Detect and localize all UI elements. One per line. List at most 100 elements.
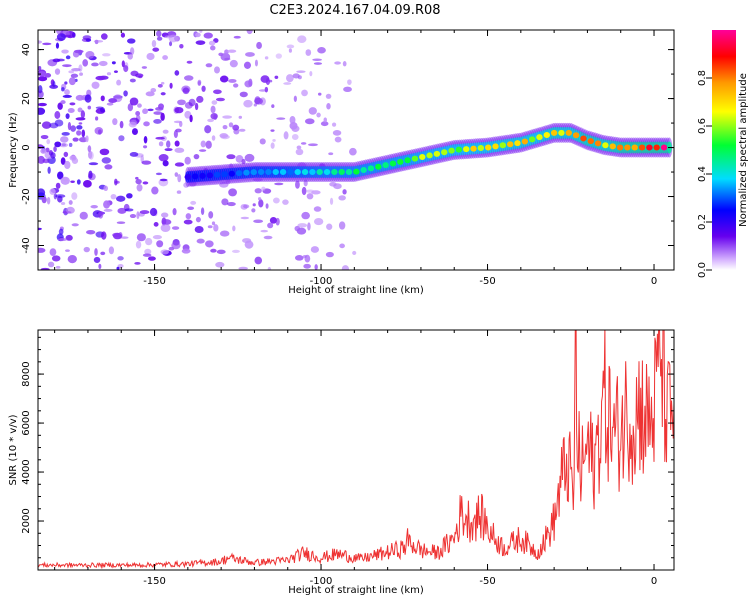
heatmap-cell xyxy=(257,169,265,176)
colorbar-tick-label: 0.8 xyxy=(697,70,708,86)
heatmap-cell xyxy=(228,78,237,83)
heatmap-cell xyxy=(228,170,235,177)
heatmap-cell xyxy=(207,118,214,123)
heatmap-cell xyxy=(301,89,308,97)
heatmap-cell xyxy=(67,121,72,131)
heatmap-cell xyxy=(136,233,146,242)
heatmap-cell xyxy=(174,70,180,76)
heatmap-cell xyxy=(103,208,113,212)
heatmap-cell xyxy=(161,81,165,85)
heatmap-cell xyxy=(71,67,81,72)
heatmap-cell xyxy=(297,223,308,228)
heatmap-cell xyxy=(110,193,117,200)
snr-panel: -150 -100 -50 0 2000 4000 6000 8000 Height of … xyxy=(8,329,675,596)
heatmap-cell xyxy=(94,248,98,256)
heatmap-cell xyxy=(260,229,269,233)
heatmap-cell xyxy=(145,91,155,97)
top-plot-frame xyxy=(37,29,675,271)
heatmap-cell xyxy=(44,73,52,78)
heatmap-cell xyxy=(42,42,52,46)
heatmap-cell xyxy=(313,206,322,212)
heatmap-cell xyxy=(84,94,92,103)
heatmap-cell xyxy=(106,72,112,76)
heatmap-cell xyxy=(101,231,107,240)
bottom-y-axis-label: SNR (10 * v/v) xyxy=(8,414,19,485)
heatmap-cell xyxy=(71,157,79,164)
heatmap-cell xyxy=(61,87,65,92)
heatmap-cell xyxy=(216,249,226,255)
y-tick-label: -40 xyxy=(21,237,32,253)
heatmap-cell xyxy=(232,225,236,232)
heatmap-cell xyxy=(129,47,135,55)
heatmap-cell xyxy=(162,160,169,167)
heatmap-cell xyxy=(141,160,152,165)
snr-series-line xyxy=(38,330,674,570)
heatmap-cell xyxy=(307,222,311,231)
heatmap-cell xyxy=(55,182,61,189)
heatmap-cell xyxy=(119,120,124,129)
heatmap-cell xyxy=(49,248,57,257)
figure-title: C2E3.2024.167.04.09.R08 xyxy=(269,3,440,18)
heatmap-cell xyxy=(347,79,352,85)
heatmap-cell xyxy=(616,144,624,151)
heatmap-cell xyxy=(38,90,44,99)
heatmap-cell xyxy=(103,200,111,209)
heatmap-cell xyxy=(316,169,323,176)
heatmap-cell xyxy=(303,263,311,269)
heatmap-cell xyxy=(88,170,93,179)
heatmap-cell xyxy=(98,60,108,67)
heatmap-cell xyxy=(143,136,148,144)
heatmap-cell xyxy=(128,121,137,128)
heatmap-cell xyxy=(38,107,46,115)
heatmap-cell xyxy=(41,121,52,129)
heatmap-cell xyxy=(470,145,477,152)
heatmap-cell xyxy=(193,154,200,160)
heatmap-cell xyxy=(317,92,322,96)
x-tick-label: 0 xyxy=(651,276,657,287)
heatmap-cell xyxy=(135,178,142,185)
heatmap-cell xyxy=(71,223,79,227)
heatmap-cell xyxy=(272,169,279,176)
heatmap-cell xyxy=(309,169,316,176)
heatmap-cell xyxy=(111,61,116,65)
heatmap-cell xyxy=(270,142,275,149)
heatmap-cell xyxy=(297,35,307,43)
heatmap-cell xyxy=(88,151,94,160)
heatmap-cell xyxy=(186,60,193,64)
heatmap-cell xyxy=(82,59,89,67)
heatmap-cell xyxy=(558,129,565,136)
heatmap-cell xyxy=(211,221,216,226)
heatmap-cell xyxy=(244,153,255,162)
heatmap-cell xyxy=(239,91,248,98)
heatmap-cell xyxy=(100,251,106,256)
heatmap-cell xyxy=(174,140,180,147)
heatmap-cell xyxy=(108,98,118,104)
heatmap-cell xyxy=(90,204,98,209)
heatmap-cell xyxy=(131,128,138,136)
heatmap-cell xyxy=(274,182,284,186)
heatmap-cell xyxy=(54,119,64,127)
heatmap-cell xyxy=(341,265,350,270)
heatmap-cell xyxy=(631,144,638,151)
heatmap-cell xyxy=(127,103,134,112)
heatmap-cell xyxy=(200,140,206,148)
heatmap-cell xyxy=(156,36,163,41)
heatmap-cell xyxy=(609,143,616,150)
x-tick-label: -100 xyxy=(310,576,333,587)
heatmap-cell xyxy=(87,105,92,110)
heatmap-cell xyxy=(301,169,309,176)
heatmap-cell xyxy=(55,194,66,198)
heatmap-cell xyxy=(323,117,328,123)
heatmap-cell xyxy=(320,121,329,127)
heatmap-cell xyxy=(65,206,75,214)
heatmap-cell xyxy=(218,52,224,57)
heatmap-cell xyxy=(46,139,51,145)
heatmap-cell xyxy=(135,240,142,249)
colorbar-tick-label: 0.2 xyxy=(697,214,708,230)
heatmap-cell xyxy=(151,186,159,195)
heatmap-cell xyxy=(185,213,192,220)
heatmap-cell xyxy=(54,111,61,119)
heatmap-cell xyxy=(63,151,69,158)
heatmap-cell xyxy=(448,147,455,154)
heatmap-cell xyxy=(184,156,191,165)
